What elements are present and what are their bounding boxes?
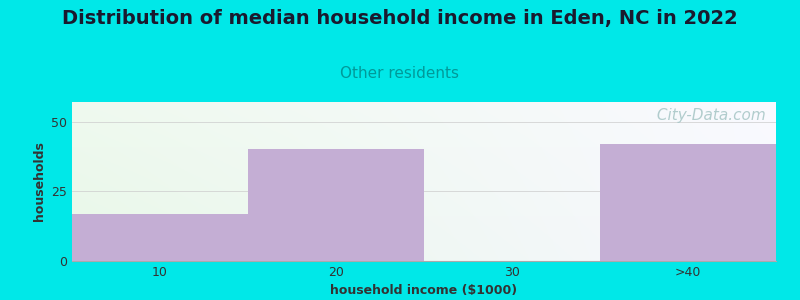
Text: Other residents: Other residents	[341, 66, 459, 81]
Text: Distribution of median household income in Eden, NC in 2022: Distribution of median household income …	[62, 9, 738, 28]
Bar	[72, 214, 248, 261]
X-axis label: household income ($1000): household income ($1000)	[330, 284, 518, 297]
Y-axis label: households: households	[33, 142, 46, 221]
Bar	[248, 149, 424, 261]
Text: City-Data.com: City-Data.com	[652, 108, 766, 123]
Bar	[600, 144, 776, 261]
